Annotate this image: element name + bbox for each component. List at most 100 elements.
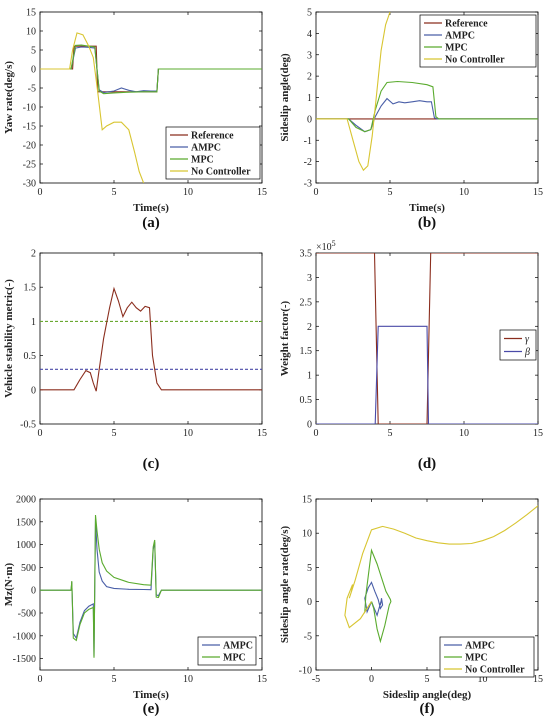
exponent-base: ×10 <box>316 242 332 253</box>
y-tick-label: -5 <box>28 84 36 95</box>
series-line-no-controller <box>316 12 391 172</box>
y-tick-label: -10 <box>299 666 312 677</box>
legend: γβ <box>499 329 537 361</box>
x-axis-label: Sideslip angle(deg) <box>383 689 472 701</box>
x-tick-label: 5 <box>112 674 117 685</box>
y-tick-label: 0 <box>307 597 312 608</box>
y-tick-label: 10 <box>26 27 36 38</box>
panel-caption: (a) <box>142 215 160 231</box>
legend-entry: No Controller <box>465 665 525 676</box>
panel-caption: (e) <box>143 701 160 717</box>
x-tick-label: 5 <box>388 428 393 439</box>
y-tick-label: 5 <box>307 8 312 19</box>
x-axis-label: Time(s) <box>133 202 169 214</box>
x-tick-label: 15 <box>257 187 267 198</box>
panel-caption: (d) <box>418 456 436 472</box>
y-tick-label: 0 <box>31 385 36 396</box>
y-tick-label: -1 <box>304 136 312 147</box>
y-tick-label: -1000 <box>13 631 36 642</box>
x-tick-label: 0 <box>314 187 319 198</box>
legend-entry: No Controller <box>445 55 505 66</box>
x-tick-label: 15 <box>533 428 543 439</box>
x-tick-label: 5 <box>425 674 430 685</box>
legend-entry: γ <box>525 334 530 345</box>
y-axis-label: Sideslip angle rate(deg/s) <box>279 526 291 644</box>
y-axis-label: Mz(N·m) <box>3 562 15 606</box>
legend-entry: AMPC <box>191 143 221 154</box>
x-tick-label: 0 <box>314 428 319 439</box>
series-line-ampc <box>364 581 384 617</box>
y-tick-label: 4 <box>307 29 312 40</box>
x-tick-label: 15 <box>257 674 267 685</box>
y-tick-label: 3.5 <box>300 249 313 260</box>
y-tick-label: 1 <box>31 317 36 328</box>
legend-entry: AMPC <box>223 641 253 652</box>
x-tick-label: 0 <box>369 674 374 685</box>
y-tick-label: 0 <box>31 586 36 597</box>
series-line-line-2 <box>40 286 262 392</box>
y-tick-label: 1500 <box>16 517 36 528</box>
x-tick-label: 15 <box>533 187 543 198</box>
plot-area-frame <box>39 252 263 425</box>
legend-box <box>165 126 261 180</box>
x-tick-label: 15 <box>533 674 543 685</box>
y-tick-label: -20 <box>23 141 36 152</box>
y-tick-label: 1000 <box>16 540 36 551</box>
panel-caption: (c) <box>143 456 160 472</box>
y-tick-label: 2000 <box>16 495 36 506</box>
y-tick-label: 10 <box>302 529 312 540</box>
y-tick-label: -0.5 <box>20 420 36 431</box>
legend-entry: Reference <box>445 19 488 30</box>
legend-entry: MPC <box>223 653 246 664</box>
chart-panel-e: 0 5 10 15 2000 1500 1000 500 0 -500 -1000 -1500 Time… <box>3 495 267 718</box>
x-tick-label: 5 <box>388 187 393 198</box>
series-line-mpc <box>364 548 392 644</box>
series-line-- <box>316 325 538 424</box>
x-tick-label: 0 <box>38 187 43 198</box>
x-tick-label: 10 <box>183 674 193 685</box>
y-tick-label: -3 <box>304 179 312 190</box>
exponent-power: 5 <box>332 239 336 248</box>
x-tick-label: 10 <box>183 187 193 198</box>
legend-entry: MPC <box>191 155 214 166</box>
y-tick-label: 2 <box>307 322 312 333</box>
y-tick-label: 1.5 <box>24 283 37 294</box>
y-tick-label: 2 <box>31 249 36 260</box>
legend-box <box>419 14 537 68</box>
x-tick-label: 15 <box>257 428 267 439</box>
y-axis-label: Vehicle stability metric(-) <box>3 279 15 398</box>
y-axis-label: Yaw rate(deg/s) <box>3 61 15 134</box>
y-tick-label: 5 <box>31 46 36 57</box>
x-axis-label: Time(s) <box>409 202 445 214</box>
x-tick-label: 10 <box>459 428 469 439</box>
x-tick-label: 0 <box>38 674 43 685</box>
y-tick-label: -1500 <box>13 654 36 665</box>
legend-box <box>499 329 537 361</box>
y-tick-label: -2 <box>304 157 312 168</box>
y-tick-label: 0 <box>307 420 312 431</box>
chart-panel-a: 0 5 10 15 15 10 5 0 -5 -10 -15 -20 -25 -30 Time(s) Yaw … <box>3 8 267 232</box>
legend-entry: No Controller <box>191 167 251 178</box>
y-tick-label: -10 <box>23 103 36 114</box>
panel-caption: (f) <box>420 701 435 717</box>
legend-entry: MPC <box>445 43 468 54</box>
y-tick-label: -5 <box>304 631 312 642</box>
x-axis-label: Time(s) <box>133 689 169 701</box>
y-tick-label: 1 <box>307 371 312 382</box>
series-line-no-controller <box>40 32 145 183</box>
series-line-no-controller <box>344 505 538 629</box>
y-tick-label: 3 <box>307 50 312 61</box>
x-tick-label: 5 <box>112 187 117 198</box>
panel-caption: (b) <box>418 215 436 231</box>
y-tick-label: 0.5 <box>24 351 37 362</box>
y-tick-label: -500 <box>18 609 36 620</box>
